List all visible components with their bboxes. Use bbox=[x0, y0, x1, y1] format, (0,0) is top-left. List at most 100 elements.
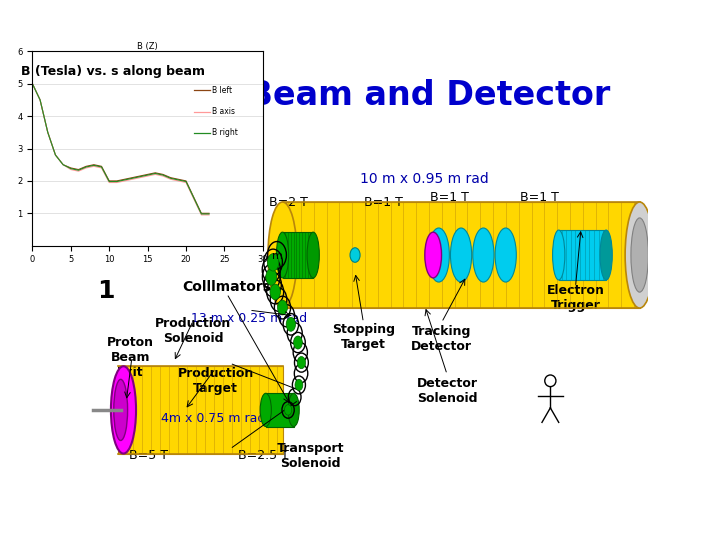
B axis bbox=[97, 165, 106, 171]
B axis bbox=[112, 179, 121, 186]
B left bbox=[59, 161, 68, 168]
B right bbox=[151, 170, 160, 177]
B axis bbox=[105, 179, 114, 186]
B right bbox=[59, 161, 68, 168]
B axis bbox=[128, 176, 137, 183]
B right bbox=[66, 165, 75, 172]
Line: B right: B right bbox=[32, 84, 209, 214]
Text: 10 m x 0.95 m rad: 10 m x 0.95 m rad bbox=[361, 172, 489, 186]
B left bbox=[181, 178, 190, 184]
Text: MECO Beam and Detector: MECO Beam and Detector bbox=[127, 79, 611, 112]
Text: B=5 T: B=5 T bbox=[129, 449, 168, 462]
B left bbox=[189, 194, 198, 200]
B axis bbox=[143, 173, 152, 179]
B left bbox=[143, 171, 152, 178]
Text: 1: 1 bbox=[96, 279, 114, 303]
Text: Transport
Solenoid: Transport Solenoid bbox=[276, 442, 344, 470]
Ellipse shape bbox=[545, 375, 556, 387]
B axis bbox=[189, 195, 198, 202]
B axis bbox=[135, 174, 144, 181]
B left bbox=[74, 166, 83, 173]
B axis bbox=[181, 179, 190, 186]
Text: Production
Solenoid: Production Solenoid bbox=[155, 317, 231, 345]
Text: Tracking
Detector: Tracking Detector bbox=[411, 325, 472, 353]
Text: B=2 T: B=2 T bbox=[269, 195, 307, 208]
B right bbox=[105, 178, 114, 185]
B right bbox=[143, 172, 152, 178]
B axis bbox=[174, 178, 183, 184]
B axis bbox=[120, 178, 129, 184]
Text: B right: B right bbox=[212, 129, 238, 138]
B right bbox=[197, 211, 206, 217]
Text: 13 m x 0.25 m rad: 13 m x 0.25 m rad bbox=[191, 312, 307, 325]
B right bbox=[166, 175, 175, 181]
Bar bbox=[559, 230, 606, 280]
B axis bbox=[158, 173, 167, 179]
Text: B axis: B axis bbox=[212, 107, 235, 116]
B right bbox=[128, 175, 137, 181]
B axis bbox=[43, 129, 52, 136]
Ellipse shape bbox=[451, 228, 472, 282]
Text: Electron
Trigger: Electron Trigger bbox=[546, 284, 604, 312]
Text: B=1 T: B=1 T bbox=[364, 195, 402, 208]
B left bbox=[204, 210, 213, 217]
B right bbox=[112, 178, 121, 185]
B right bbox=[120, 177, 129, 183]
B axis bbox=[28, 80, 37, 87]
B right bbox=[204, 211, 213, 217]
Ellipse shape bbox=[276, 232, 289, 278]
Ellipse shape bbox=[114, 380, 127, 441]
Ellipse shape bbox=[260, 393, 271, 427]
B left bbox=[197, 210, 206, 217]
B right bbox=[28, 80, 37, 87]
Ellipse shape bbox=[284, 404, 292, 415]
B left bbox=[158, 171, 167, 178]
B axis bbox=[59, 161, 68, 168]
B right bbox=[135, 173, 144, 180]
Ellipse shape bbox=[631, 218, 648, 292]
Text: 5: 5 bbox=[96, 159, 114, 183]
B axis bbox=[197, 212, 206, 218]
B left bbox=[43, 129, 52, 136]
B right bbox=[89, 162, 98, 168]
Bar bbox=[266, 393, 294, 427]
Ellipse shape bbox=[625, 202, 654, 308]
Ellipse shape bbox=[495, 228, 516, 282]
B axis bbox=[166, 176, 175, 183]
Bar bbox=[282, 232, 313, 278]
B left bbox=[135, 173, 144, 179]
Ellipse shape bbox=[267, 254, 279, 271]
B right bbox=[51, 152, 60, 158]
Text: B=1 T: B=1 T bbox=[431, 191, 469, 204]
Ellipse shape bbox=[111, 366, 136, 454]
Ellipse shape bbox=[294, 336, 302, 349]
B right bbox=[74, 167, 83, 173]
Text: m: m bbox=[272, 251, 283, 261]
Ellipse shape bbox=[286, 318, 295, 331]
B right bbox=[189, 194, 198, 201]
Ellipse shape bbox=[268, 202, 297, 308]
Text: T: T bbox=[96, 112, 122, 146]
B left bbox=[120, 176, 129, 183]
Text: Proton
Beam
Exit: Proton Beam Exit bbox=[107, 336, 153, 380]
B axis bbox=[82, 165, 91, 171]
Ellipse shape bbox=[266, 269, 276, 285]
B right bbox=[36, 97, 45, 103]
B left bbox=[66, 165, 75, 171]
Text: Detector
Solenoid: Detector Solenoid bbox=[417, 377, 477, 405]
B left bbox=[151, 170, 160, 176]
B right bbox=[181, 178, 190, 185]
Text: 4m x 0.75 m rad: 4m x 0.75 m rad bbox=[161, 411, 265, 425]
B axis bbox=[66, 166, 75, 173]
B axis bbox=[89, 163, 98, 170]
Text: Production
Target: Production Target bbox=[177, 367, 253, 395]
B left bbox=[105, 178, 114, 184]
B left bbox=[36, 97, 45, 103]
Ellipse shape bbox=[428, 228, 449, 282]
Ellipse shape bbox=[473, 228, 494, 282]
B left bbox=[166, 174, 175, 181]
Bar bbox=[118, 366, 282, 454]
Text: B=1 T: B=1 T bbox=[520, 191, 559, 204]
Ellipse shape bbox=[277, 300, 287, 315]
B left bbox=[89, 161, 98, 168]
